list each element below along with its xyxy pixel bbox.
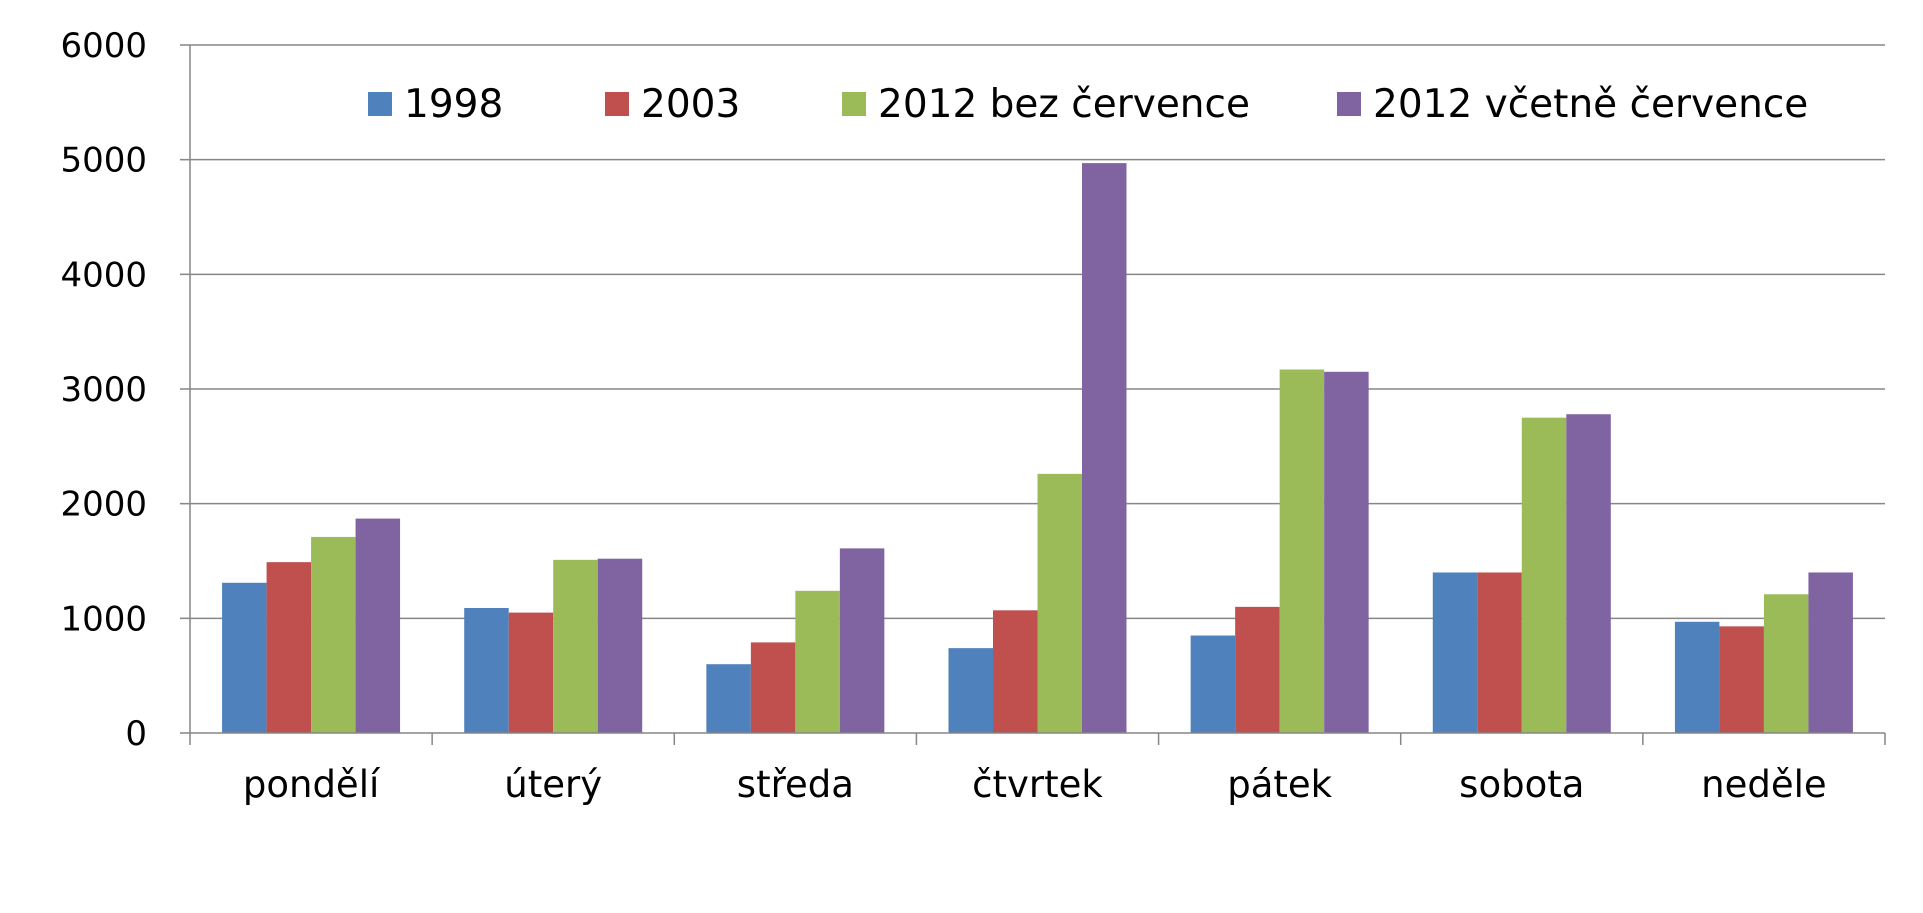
- x-tick-label: neděle: [1701, 763, 1827, 806]
- bar-2-2: [508, 612, 554, 733]
- bar-4-1: [355, 518, 401, 733]
- bar-3-6: [1521, 417, 1567, 733]
- bar-4-3: [839, 548, 885, 733]
- bar-3-4: [1037, 473, 1082, 733]
- bar-1-2: [464, 608, 509, 733]
- bar-3-5: [1279, 369, 1325, 733]
- bar-2-5: [1235, 606, 1280, 733]
- bar-4-5: [1324, 371, 1369, 733]
- bar-1-3: [706, 664, 751, 733]
- legend-swatch: [605, 92, 629, 116]
- y-tick-label: 6000: [60, 26, 147, 66]
- bar-4-2: [597, 558, 643, 733]
- bar-2-3: [750, 642, 796, 733]
- y-tick-label: 5000: [60, 141, 147, 181]
- legend-label: 1998: [404, 82, 503, 127]
- x-tick-label: pátek: [1227, 763, 1332, 806]
- legend-swatch: [1337, 92, 1361, 116]
- legend-label: 2012 bez července: [878, 82, 1250, 127]
- x-tick-label: čtvrtek: [972, 763, 1103, 806]
- y-tick-label: 4000: [60, 255, 147, 295]
- bar-2-4: [993, 610, 1038, 733]
- bar-1-1: [222, 582, 267, 733]
- legend-item: 2003: [605, 82, 740, 127]
- y-tick-label: 3000: [60, 370, 147, 410]
- bar-1-4: [948, 648, 993, 733]
- bar-1-7: [1674, 621, 1720, 733]
- x-tick-label: pondělí: [243, 763, 381, 806]
- bar-2-7: [1719, 626, 1764, 733]
- bar-2-1: [266, 562, 312, 733]
- legend-item: 2012 bez července: [842, 82, 1250, 127]
- legend-item: 2012 včetně července: [1337, 82, 1808, 127]
- legend: 1998 2003 2012 bez července 2012 včetně čer…: [368, 82, 1808, 127]
- x-axis-labels: pondělí úterý středa čtvrtek pátek sobota nedě…: [243, 763, 1827, 806]
- x-tick-label: středa: [737, 763, 854, 806]
- legend-label: 2003: [641, 82, 740, 127]
- bar-1-6: [1432, 572, 1478, 733]
- legend-swatch: [368, 92, 392, 116]
- y-axis-ticks: 0 1000 2000 3000 4000 5000 6000: [60, 26, 190, 754]
- bar-3-7: [1763, 594, 1809, 733]
- legend-label: 2012 včetně července: [1373, 82, 1808, 127]
- bar-4-4: [1082, 163, 1127, 733]
- legend-item: 1998: [368, 82, 503, 127]
- legend-swatch: [842, 92, 866, 116]
- axes: [189, 45, 1886, 745]
- bar-4-7: [1808, 572, 1853, 733]
- bars: [222, 163, 1853, 733]
- y-tick-label: 1000: [60, 599, 147, 639]
- bar-3-3: [795, 590, 840, 733]
- x-tick-label: úterý: [504, 763, 602, 806]
- y-tick-label: 2000: [60, 485, 147, 525]
- bar-3-2: [553, 559, 598, 733]
- bar-3-1: [311, 536, 356, 733]
- bar-2-6: [1477, 572, 1522, 733]
- bar-1-5: [1190, 635, 1236, 733]
- bar-4-6: [1566, 414, 1611, 733]
- x-tick-label: sobota: [1459, 763, 1584, 806]
- y-tick-label: 0: [125, 714, 147, 754]
